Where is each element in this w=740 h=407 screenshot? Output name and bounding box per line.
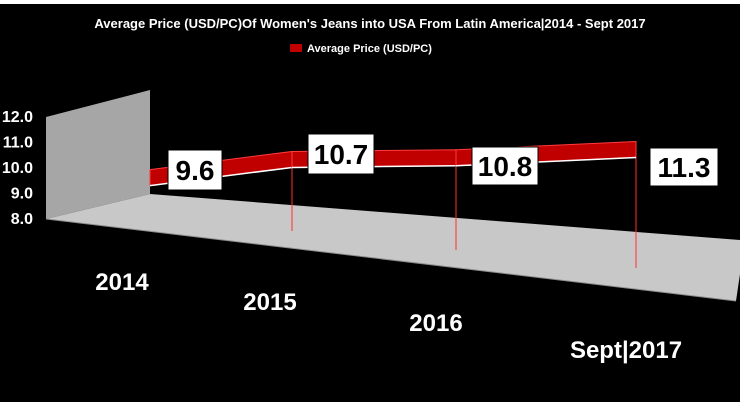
chart-area: Average Price (USD/PC)Of Women's Jeans i… xyxy=(0,4,740,402)
data-labels: 9.6 10.7 10.8 11.3 xyxy=(167,133,719,191)
floor-front-edge xyxy=(45,218,737,302)
y-tick-label: 9.0 xyxy=(11,186,33,203)
y-tick-label: 11.0 xyxy=(3,135,33,152)
legend-label: Average Price (USD/PC) xyxy=(307,43,432,55)
x-category-label: 2015 xyxy=(243,289,296,316)
y-tick-label: 12.0 xyxy=(2,109,33,126)
data-label: 11.3 xyxy=(658,152,711,183)
x-category-label: 2016 xyxy=(409,310,462,337)
legend: Average Price (USD/PC) xyxy=(290,43,432,55)
y-axis-ticks: 8.0 9.0 10.0 11.0 12.0 xyxy=(2,109,33,228)
series-ribbon xyxy=(149,141,637,187)
data-label-box xyxy=(307,133,375,175)
y-tick-label: 8.0 xyxy=(11,211,33,228)
drop-lines xyxy=(149,151,637,268)
data-label: 9.6 xyxy=(176,155,215,186)
plot-floor xyxy=(46,194,740,301)
data-label: 10.8 xyxy=(478,151,533,182)
chart-title: Average Price (USD/PC)Of Women's Jeans i… xyxy=(94,16,645,31)
chart-svg: Average Price (USD/PC)Of Women's Jeans i… xyxy=(2,16,740,364)
legend-swatch xyxy=(290,44,302,52)
x-category-label: 2014 xyxy=(95,269,149,296)
data-label-box xyxy=(649,147,719,187)
plot-floor-group xyxy=(45,90,740,302)
x-category-label: Sept|2017 xyxy=(570,337,682,364)
x-axis-categories: 2014 2015 2016 Sept|2017 xyxy=(95,269,682,364)
data-label: 10.7 xyxy=(314,139,369,170)
plot-back-wall xyxy=(46,90,150,219)
data-label-box xyxy=(471,146,539,186)
y-tick-label: 10.0 xyxy=(2,160,33,177)
data-label-box xyxy=(167,149,223,191)
